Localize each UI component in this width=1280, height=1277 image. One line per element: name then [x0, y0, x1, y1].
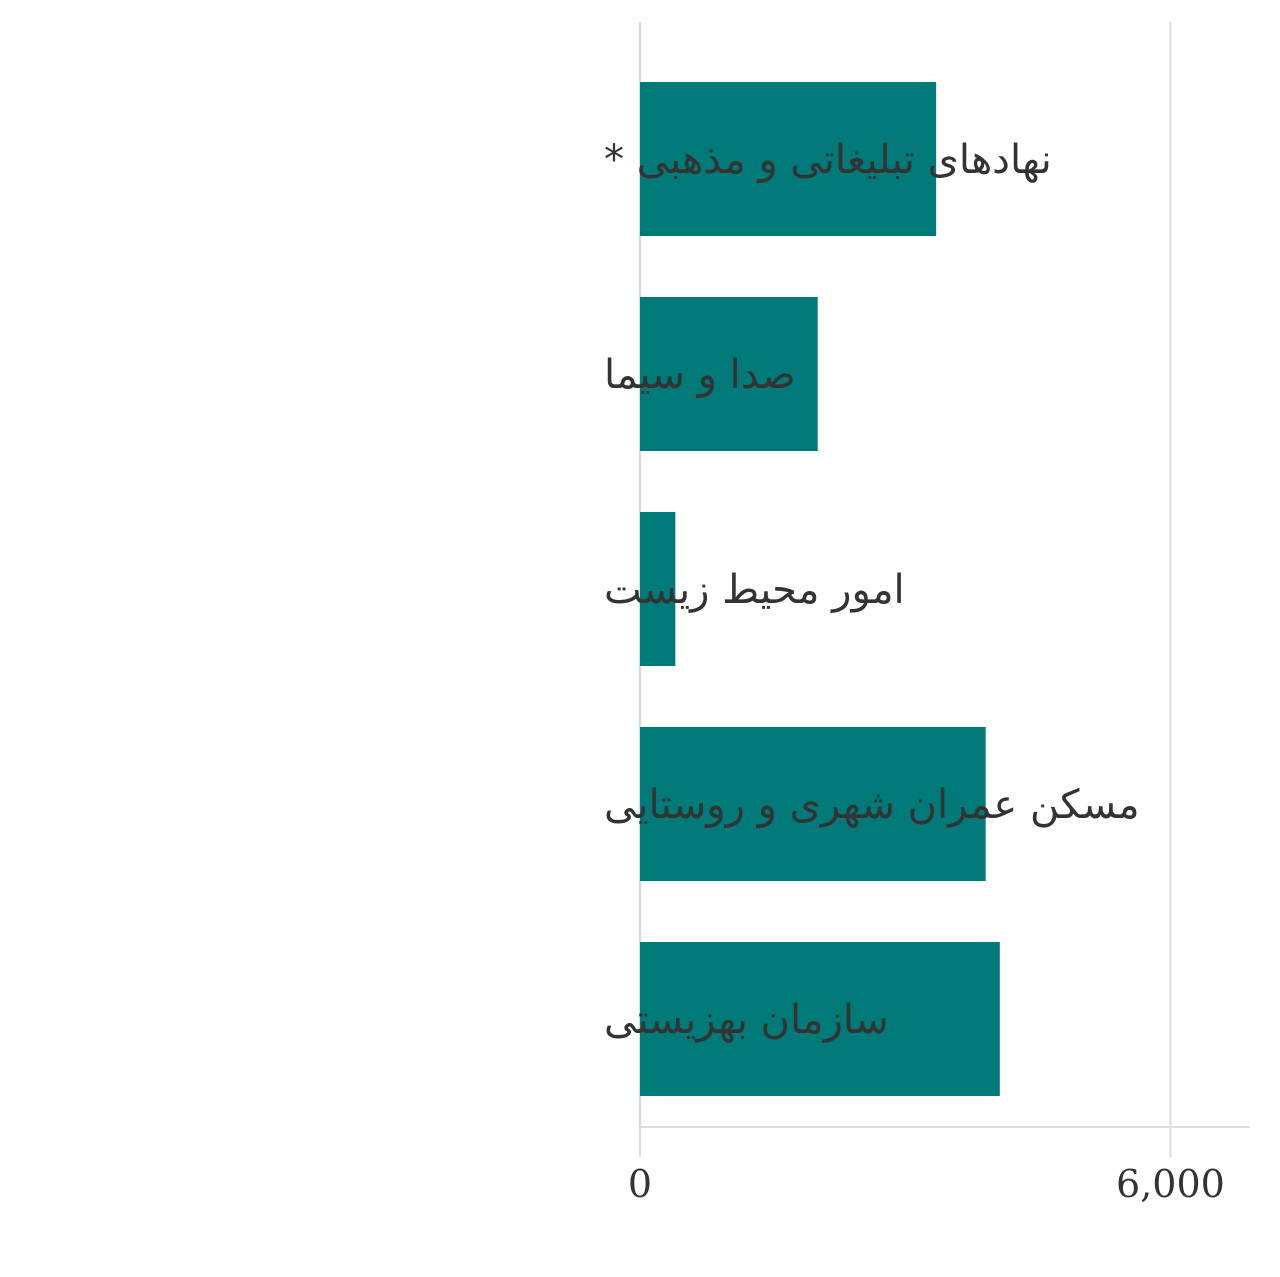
bar-0 [640, 82, 937, 236]
x-tick-label-0: 0 [628, 1162, 652, 1206]
x-tick-label-1: 6,000 [1116, 1162, 1225, 1206]
category-label-0: نهادهای تبلیغاتی و مذهبی * [604, 137, 1052, 183]
bar-2 [640, 512, 676, 666]
x-axis: 0 6,000 [628, 1126, 1250, 1206]
category-labels: نهادهای تبلیغاتی و مذهبی * صدا و سیما امور… [604, 137, 1140, 1043]
category-label-3: مسکن عمران شهری و روستایی [604, 782, 1140, 828]
category-label-2: امور محیط زیست [604, 567, 905, 613]
category-label-1: صدا و سیما [604, 352, 796, 398]
bar-1 [640, 297, 818, 451]
bar-3 [640, 727, 986, 881]
category-label-4: سازمان بهزیستی [604, 997, 889, 1043]
bar-4 [640, 942, 1000, 1096]
bars [640, 82, 1000, 1096]
